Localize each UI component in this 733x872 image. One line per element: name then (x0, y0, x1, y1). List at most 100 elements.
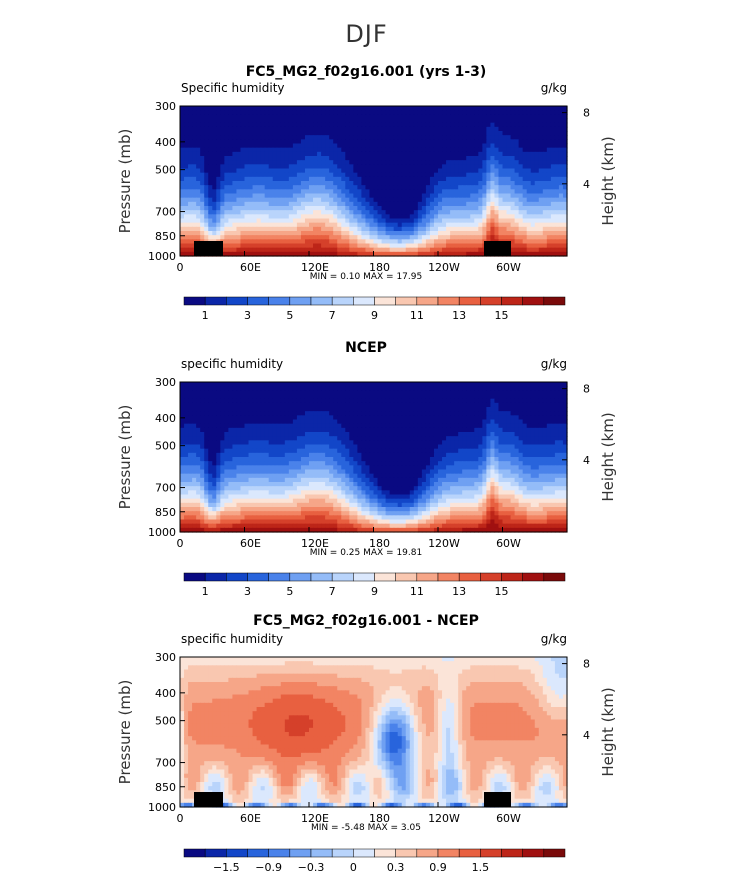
field-cell (482, 226, 487, 232)
field-cell (216, 423, 221, 429)
field-cell (385, 218, 391, 224)
field-cell (514, 251, 520, 257)
field-cell (542, 122, 548, 128)
field-cell (381, 143, 387, 149)
field-cell (280, 126, 286, 132)
field-cell (433, 118, 439, 124)
field-cell (506, 423, 512, 429)
field-cell (442, 172, 447, 178)
field-cell (498, 402, 504, 408)
field-cell (526, 222, 532, 228)
field-cell (369, 168, 375, 174)
field-cell (208, 114, 213, 120)
field-cell (490, 201, 496, 207)
field-cell (353, 398, 358, 404)
land-mask-africa (194, 241, 223, 256)
field-cell (486, 114, 492, 120)
field-cell (462, 160, 467, 165)
field-cell (296, 131, 302, 136)
field-cell (313, 407, 318, 412)
field-cell (482, 218, 487, 224)
field-cell (554, 386, 560, 391)
field-cell (486, 235, 492, 240)
field-cell (224, 214, 229, 220)
field-cell (268, 206, 274, 211)
field-cell (534, 394, 540, 400)
field-cell (562, 218, 568, 224)
field-cell (530, 386, 536, 391)
field-cell (538, 251, 544, 257)
field-cell (232, 118, 238, 124)
field-cell (260, 172, 266, 178)
y-right-axis-label: Height (km) (599, 136, 617, 225)
field-cell (196, 181, 201, 186)
field-cell (425, 214, 431, 220)
field-cell (309, 143, 314, 149)
field-cell (357, 407, 363, 412)
field-cell (236, 423, 242, 429)
field-cell (518, 197, 524, 203)
field-cell (309, 210, 314, 215)
field-cell (393, 210, 399, 215)
field-cell (458, 118, 463, 124)
field-cell (240, 415, 246, 421)
field-cell (304, 168, 310, 174)
field-cell (357, 185, 363, 190)
field-cell (333, 106, 338, 111)
field-cell (200, 419, 205, 425)
field-cell (462, 118, 467, 124)
field-cell (292, 181, 298, 186)
field-cell (349, 239, 354, 245)
field-cell (369, 239, 375, 245)
field-cell (377, 168, 383, 174)
field-cell (554, 432, 560, 437)
field-cell (438, 176, 443, 182)
field-cell (333, 126, 338, 132)
field-cell (506, 185, 512, 190)
field-cell (373, 398, 379, 404)
field-cell (546, 218, 552, 224)
field-cell (272, 382, 278, 387)
field-cell (409, 151, 415, 157)
field-cell (296, 415, 302, 421)
field-cell (240, 131, 246, 136)
field-cell (538, 181, 544, 186)
field-cell (554, 201, 560, 207)
field-cell (264, 436, 270, 441)
y-right-tick-label: 4 (583, 178, 590, 191)
field-cell (252, 239, 258, 245)
field-cell (264, 415, 270, 421)
field-cell (329, 394, 334, 400)
field-cell (220, 206, 225, 211)
field-cell (433, 231, 439, 236)
field-cell (401, 168, 407, 174)
field-cell (333, 160, 338, 165)
field-cell (280, 176, 286, 182)
field-cell (349, 114, 354, 120)
field-cell (325, 131, 330, 136)
field-cell (280, 218, 286, 224)
field-cell (184, 243, 189, 249)
field-cell (184, 181, 189, 186)
field-cell (490, 118, 496, 124)
y-axis-label: Pressure (mb) (116, 129, 134, 234)
field-cell (385, 181, 391, 186)
field-cell (264, 189, 270, 195)
field-cell (304, 226, 310, 232)
field-cell (397, 160, 403, 165)
field-cell (401, 222, 407, 228)
field-cell (389, 226, 395, 232)
field-cell (393, 390, 399, 396)
field-cell (369, 432, 375, 437)
field-cell (514, 427, 520, 433)
field-cell (212, 210, 217, 215)
field-cell (389, 218, 395, 224)
field-cell (204, 106, 209, 111)
field-cell (494, 436, 500, 441)
field-cell (526, 411, 532, 416)
field-cell (353, 210, 358, 215)
field-cell (518, 411, 524, 416)
field-cell (333, 118, 338, 124)
field-cell (349, 423, 354, 429)
field-cell (361, 390, 367, 396)
